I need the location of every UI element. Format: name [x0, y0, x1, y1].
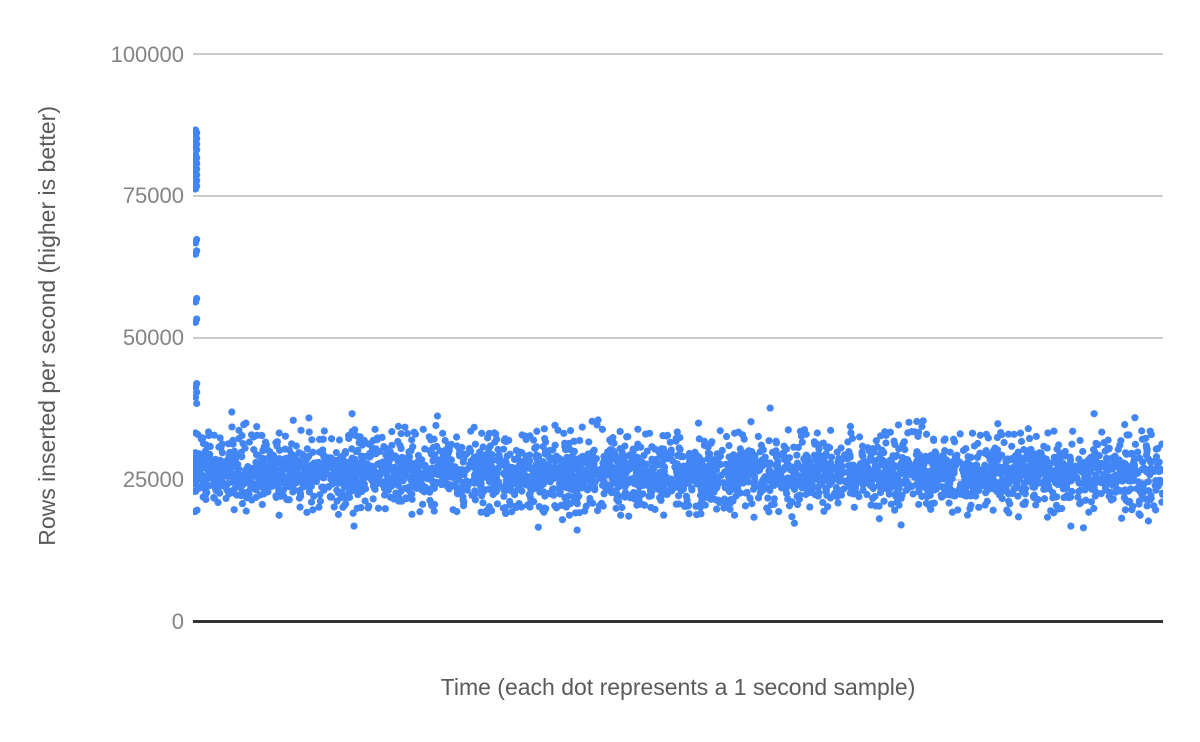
y-tick-label-25000: 25000 — [122, 467, 184, 492]
y-tick-label-75000: 75000 — [122, 183, 184, 208]
y-tick-label-100000: 100000 — [110, 42, 184, 67]
scatter-points-canvas — [193, 30, 1163, 590]
x-axis-title: Time (each dot represents a 1 second sam… — [440, 674, 916, 700]
y-tick-label-50000: 50000 — [122, 325, 184, 350]
x-axis-line — [193, 620, 1163, 623]
y-tick-label-0: 0 — [171, 609, 184, 634]
